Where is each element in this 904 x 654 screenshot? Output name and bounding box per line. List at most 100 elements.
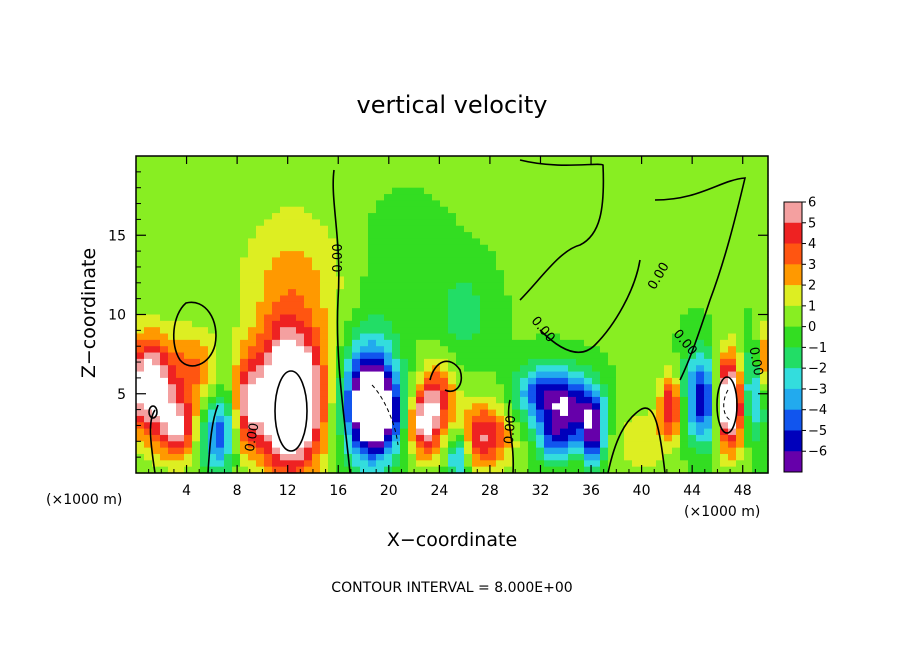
heat-cell <box>744 225 753 233</box>
heat-cell <box>424 403 433 411</box>
heat-cell <box>480 384 489 392</box>
heat-cell <box>200 238 209 246</box>
heat-cell <box>544 409 553 417</box>
heat-cell <box>744 295 753 303</box>
heat-cell <box>664 428 673 436</box>
heat-cell <box>664 289 673 297</box>
heat-cell <box>632 194 641 201</box>
heat-cell <box>168 358 177 366</box>
heat-cell <box>544 428 553 436</box>
heat-cell <box>432 441 441 449</box>
heat-cell <box>240 358 249 366</box>
heat-cell <box>184 358 193 366</box>
heat-cell <box>472 396 481 404</box>
heat-cell <box>296 358 305 366</box>
heat-cell <box>256 339 265 347</box>
heat-cell <box>544 352 553 360</box>
heat-cell <box>560 156 569 163</box>
heat-cell <box>592 156 601 163</box>
heat-cell <box>624 168 633 176</box>
heat-cell <box>712 301 721 309</box>
heat-cell <box>240 206 249 214</box>
heat-cell <box>400 434 409 442</box>
heat-cell <box>728 194 737 201</box>
heat-cell <box>576 346 585 354</box>
heat-cell <box>520 270 529 278</box>
heat-cell <box>576 263 585 271</box>
heat-cell <box>648 187 657 195</box>
heat-cell <box>672 225 681 233</box>
heat-cell <box>720 377 729 385</box>
heat-cell <box>760 213 769 220</box>
heat-cell <box>312 232 321 240</box>
heat-cell <box>192 213 201 220</box>
heat-cell <box>400 314 409 322</box>
heat-cell <box>448 200 457 208</box>
heat-cell <box>704 276 713 284</box>
heat-cell <box>592 460 601 468</box>
heat-cell <box>624 200 633 208</box>
heat-cell <box>192 365 201 373</box>
heat-cell <box>208 384 217 392</box>
heat-cell <box>632 396 641 404</box>
heat-cell <box>712 377 721 385</box>
zero-contour <box>429 360 463 392</box>
heat-cell <box>656 282 665 290</box>
heat-cell <box>400 282 409 290</box>
heat-cell <box>192 371 201 379</box>
heat-cell <box>488 358 497 366</box>
heat-cell <box>224 181 233 189</box>
heat-cell <box>424 441 433 449</box>
heat-cell <box>536 358 545 366</box>
heat-cell <box>176 396 185 404</box>
heat-cell <box>760 295 769 303</box>
heat-cell <box>280 384 289 392</box>
heat-cell <box>200 384 209 392</box>
heat-cell <box>232 333 241 341</box>
heat-cell <box>632 295 641 303</box>
heat-cell <box>256 301 265 309</box>
heat-cell <box>400 377 409 385</box>
heat-cell <box>248 441 257 449</box>
heat-cell <box>536 460 545 468</box>
heat-cell <box>176 434 185 442</box>
heat-cell <box>456 365 465 373</box>
heat-cell <box>328 238 337 246</box>
heat-cell <box>608 301 617 309</box>
heat-cell <box>376 156 385 163</box>
heat-cell <box>280 415 289 423</box>
heat-cell <box>344 377 353 385</box>
heat-cell <box>752 422 761 430</box>
heat-cell <box>248 295 257 303</box>
heat-cell <box>752 257 761 265</box>
heat-cell <box>760 434 769 442</box>
heat-cell <box>200 320 209 328</box>
heat-cell <box>704 314 713 322</box>
heat-cell <box>352 206 361 214</box>
heat-cell <box>616 175 625 182</box>
heat-cell <box>616 415 625 423</box>
heat-cell <box>496 384 505 392</box>
heat-cell <box>712 441 721 449</box>
heat-cell <box>176 238 185 246</box>
heat-cell <box>512 219 521 227</box>
heat-cell <box>344 168 353 176</box>
heat-cell <box>408 434 417 442</box>
heat-cell <box>216 320 225 328</box>
heat-cell <box>432 175 441 182</box>
heat-cell <box>480 181 489 189</box>
heat-cell <box>696 187 705 195</box>
heat-cell <box>712 320 721 328</box>
heat-cell <box>344 162 353 170</box>
heat-cell <box>360 333 369 341</box>
heat-cell <box>552 301 561 309</box>
heat-cell <box>664 200 673 208</box>
heat-cell <box>488 251 497 259</box>
heat-cell <box>376 409 385 417</box>
heat-cell <box>336 390 345 398</box>
heat-cell <box>424 308 433 316</box>
heat-cell <box>192 409 201 417</box>
heat-cell <box>232 238 241 246</box>
heat-cell <box>568 200 577 208</box>
heat-cell <box>200 206 209 214</box>
